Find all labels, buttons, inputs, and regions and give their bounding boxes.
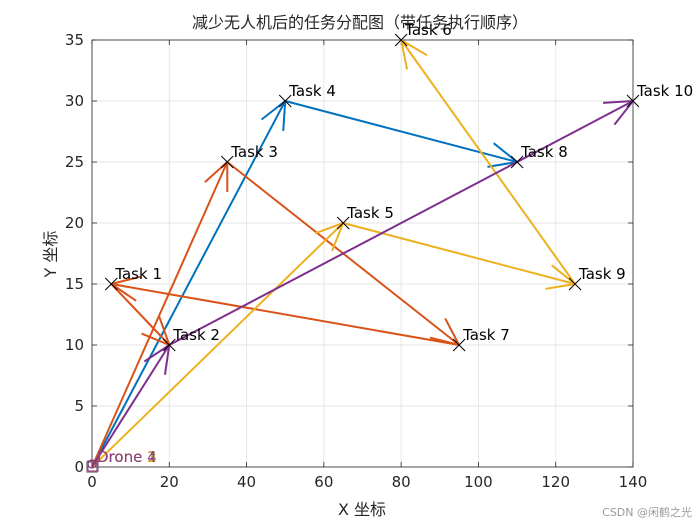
- y-tick-label: 35: [65, 31, 84, 49]
- x-tick-label: 100: [464, 473, 493, 491]
- task-label: Task 6: [404, 21, 452, 39]
- task-markers: Task 1 Task 2 Task 3 Task 4 Task 5 Task 6 Task…: [104, 21, 693, 352]
- task-label: Task 3: [230, 143, 278, 161]
- task-label: Task 9: [578, 265, 626, 283]
- y-tick-label: 25: [65, 153, 84, 171]
- route-arrowhead: [111, 275, 141, 285]
- route-segment: [400, 39, 576, 285]
- route-segment: [111, 283, 460, 346]
- route-segment: [168, 100, 634, 346]
- drone-routes: [91, 39, 634, 468]
- y-tick-label: 30: [65, 92, 84, 110]
- task-label: Task 8: [520, 143, 568, 161]
- drone-label: Drone 3: [97, 448, 157, 466]
- x-tick-label: 0: [87, 473, 97, 491]
- route-segment: [110, 283, 171, 346]
- task-cross: [394, 33, 408, 47]
- chart-title: 减少无人机后的任务分配图（带任务执行顺序）: [192, 13, 528, 32]
- y-tick-label: 5: [74, 397, 84, 415]
- route-segment: [91, 344, 171, 468]
- route-arrowhead: [314, 222, 344, 235]
- task-cross: [162, 338, 176, 352]
- route-arrowhead: [613, 100, 634, 126]
- drone-route: [91, 100, 634, 468]
- route-arrowhead: [143, 344, 170, 363]
- route-arrowhead: [260, 100, 286, 121]
- task-label: Task 4: [288, 82, 336, 100]
- task-marker: [220, 155, 234, 169]
- grid: [91, 39, 634, 468]
- y-tick-label: 0: [74, 458, 84, 476]
- task-label: Task 10: [636, 82, 693, 100]
- task-cross: [220, 155, 234, 169]
- route-arrowhead: [493, 142, 518, 163]
- task-marker: [278, 94, 292, 108]
- task-marker: [394, 33, 408, 47]
- task-cross: [336, 216, 350, 230]
- drone-label: Drone 1: [97, 448, 157, 466]
- route-segment: [91, 161, 229, 468]
- task-marker: [162, 338, 176, 352]
- task-cross: [452, 338, 466, 352]
- axes: 0 20 40 60 80 100 120 140 0 5 10 15 20 25 30 35: [65, 31, 647, 491]
- x-tick-label: 60: [314, 473, 333, 491]
- axes-box: [91, 39, 634, 468]
- task-label: Task 5: [346, 204, 394, 222]
- drone-start-marker: [87, 460, 99, 472]
- route-arrowhead: [400, 39, 428, 57]
- route-arrowhead: [282, 100, 287, 132]
- x-tick-label: 80: [392, 473, 411, 491]
- y-tick-label: 15: [65, 275, 84, 293]
- route-arrowhead: [400, 39, 409, 70]
- drone-route: [91, 39, 576, 468]
- y-axis-label: Y 坐标: [41, 231, 60, 279]
- drone-route: [91, 100, 518, 468]
- route-arrowhead: [163, 344, 171, 375]
- y-tick-label: 20: [65, 214, 84, 232]
- route-arrowhead: [110, 283, 137, 302]
- x-tick-label: 140: [619, 473, 648, 491]
- x-tick-label: 40: [237, 473, 256, 491]
- route-arrowhead: [545, 283, 576, 290]
- route-segment: [342, 222, 576, 285]
- route-arrowhead: [444, 317, 460, 346]
- task-marker: [452, 338, 466, 352]
- x-axis-label: X 坐标: [338, 500, 386, 519]
- task-label: Task 7: [462, 326, 510, 344]
- drone-label: Drone 2: [97, 448, 157, 466]
- task-cross: [278, 94, 292, 108]
- task-marker: [336, 216, 350, 230]
- route-arrowhead: [331, 222, 345, 252]
- route-segment: [91, 100, 287, 468]
- task-marker: [104, 277, 118, 291]
- route-segment: [284, 100, 518, 163]
- route-arrowhead: [141, 332, 170, 346]
- task-label: Task 2: [172, 326, 220, 344]
- drone-start-marker: [87, 459, 97, 469]
- task-cross: [104, 277, 118, 291]
- task-cross: [626, 94, 640, 108]
- x-tick-label: 120: [541, 473, 570, 491]
- task-cross: [510, 155, 524, 169]
- watermark: CSDN @闲鹤之光: [602, 505, 692, 519]
- task-marker: [626, 94, 640, 108]
- route-arrowhead: [602, 100, 634, 104]
- x-tick-label: 20: [160, 473, 179, 491]
- task-marker: [510, 155, 524, 169]
- route-arrowhead: [158, 316, 171, 346]
- route-arrowhead: [551, 264, 576, 285]
- drone-label: Drone 4: [97, 448, 157, 466]
- task-cross: [568, 277, 582, 291]
- drone-route: [91, 161, 460, 468]
- task-label: Task 1: [114, 265, 162, 283]
- y-tick-label: 10: [65, 336, 84, 354]
- route-arrowhead: [487, 161, 518, 168]
- task-marker: [568, 277, 582, 291]
- route-segment: [91, 222, 344, 468]
